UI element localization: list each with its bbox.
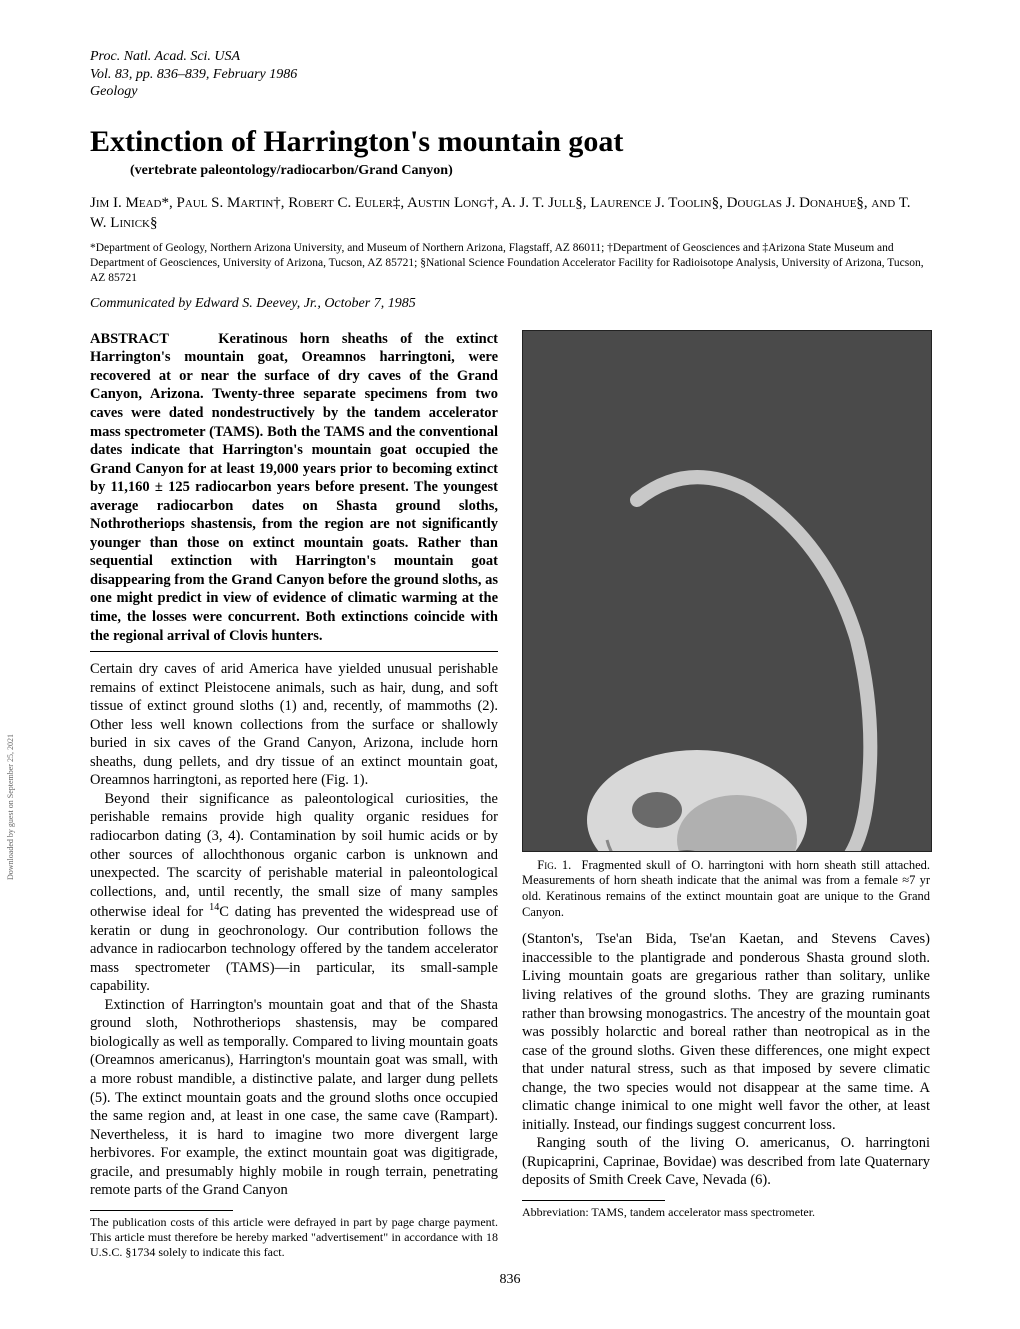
figure-1-caption-text: Fragmented skull of O. harringtoni with …	[522, 858, 930, 919]
right-column: Fig. 1. Fragmented skull of O. harringto…	[522, 330, 930, 1260]
body-p5: Ranging south of the living O. americanu…	[522, 1134, 930, 1190]
page-container: Proc. Natl. Acad. Sci. USA Vol. 83, pp. …	[0, 0, 1020, 1318]
communicated-line: Communicated by Edward S. Deevey, Jr., O…	[90, 296, 930, 312]
footnote-rule-left	[90, 1210, 233, 1211]
header-line-3: Geology	[90, 83, 930, 101]
figure-1-caption: Fig. 1. Fragmented skull of O. harringto…	[522, 858, 930, 921]
abstract-label: ABSTRACT	[90, 331, 169, 347]
figure-1-image	[522, 330, 932, 852]
page-number: 836	[90, 1272, 930, 1288]
abstract-rule	[90, 651, 498, 652]
skull-illustration	[547, 440, 907, 851]
figure-1-label: Fig. 1.	[537, 858, 571, 872]
abstract-text: Keratinous horn sheaths of the extinct H…	[90, 331, 498, 644]
two-column-body: ABSTRACT Keratinous horn sheaths of the …	[90, 330, 930, 1260]
footnote-rule-right	[522, 1200, 665, 1201]
journal-header: Proc. Natl. Acad. Sci. USA Vol. 83, pp. …	[90, 48, 930, 101]
author-list: Jim I. Mead*, Paul S. Martin†, Robert C.…	[90, 193, 930, 234]
header-line-2: Vol. 83, pp. 836–839, February 1986	[90, 66, 930, 84]
body-p2-sup: 14	[209, 902, 219, 913]
abstract-block: ABSTRACT Keratinous horn sheaths of the …	[90, 330, 498, 645]
figure-1: Fig. 1. Fragmented skull of O. harringto…	[522, 330, 930, 921]
body-p2: Beyond their significance as paleontolog…	[90, 790, 498, 996]
body-p2-prefix: Beyond their significance as paleontolog…	[90, 791, 498, 920]
body-p3: Extinction of Harrington's mountain goat…	[90, 996, 498, 1200]
article-subtitle: (vertebrate paleontology/radiocarbon/Gra…	[130, 163, 930, 179]
body-p1: Certain dry caves of arid America have y…	[90, 660, 498, 790]
body-p4: (Stanton's, Tse'an Bida, Tse'an Kaetan, …	[522, 930, 930, 1134]
header-line-1: Proc. Natl. Acad. Sci. USA	[90, 48, 930, 66]
download-sidetext: Downloaded by guest on September 25, 202…	[6, 734, 15, 880]
footnote-left: The publication costs of this article we…	[90, 1215, 498, 1260]
left-column: ABSTRACT Keratinous horn sheaths of the …	[90, 330, 498, 1260]
affiliations: *Department of Geology, Northern Arizona…	[90, 241, 930, 286]
article-title: Extinction of Harrington's mountain goat	[90, 125, 930, 159]
footnote-right: Abbreviation: TAMS, tandem accelerator m…	[522, 1205, 930, 1220]
